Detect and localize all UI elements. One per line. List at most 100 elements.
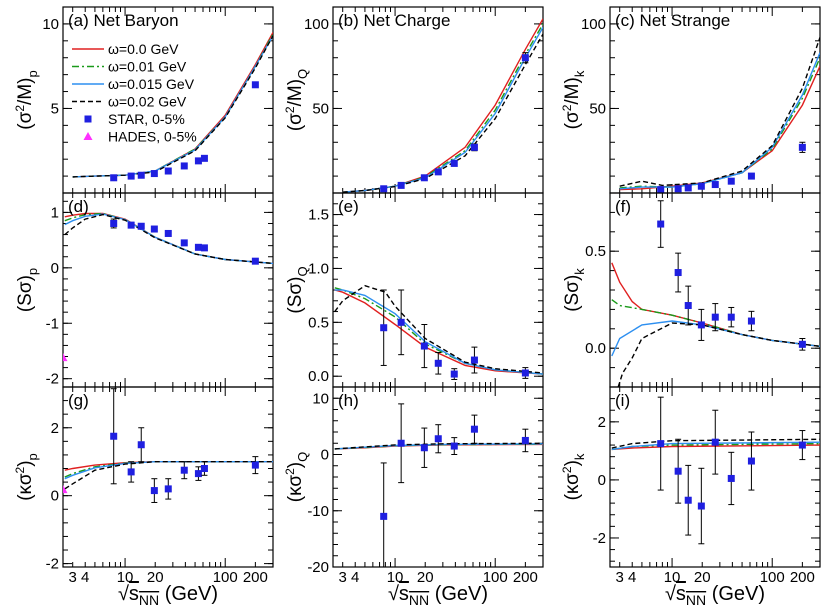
- model-curve-series-1: [619, 57, 820, 189]
- star-point: [521, 54, 529, 62]
- plot-frame: [62, 192, 274, 388]
- star-point: [657, 440, 665, 448]
- star-point: [420, 174, 428, 182]
- y-axis-label: (κσ2)Q: [283, 452, 310, 502]
- hades-point: [63, 353, 68, 362]
- star-point: [110, 432, 118, 440]
- panel-h: 3 4 10 20 100 200 -20 -10 0 10 (h) (κσ2)Q: [283, 386, 544, 586]
- x-tick-label: 20: [694, 569, 711, 586]
- star-point: [674, 269, 682, 277]
- star-point: [164, 229, 172, 237]
- star-point: [434, 435, 442, 443]
- star-point: [397, 439, 405, 447]
- panel-title: (i): [615, 391, 630, 410]
- x-tick-label: 10: [387, 569, 404, 586]
- star-point: [200, 465, 208, 473]
- plot-area: [334, 403, 543, 567]
- star-point: [251, 461, 259, 469]
- star-point: [180, 239, 188, 247]
- legend-marker-triangle: [83, 132, 93, 140]
- y-tick-label: -10: [307, 503, 329, 520]
- star-point: [127, 221, 135, 229]
- star-point: [697, 182, 705, 190]
- y-tick-label: -2: [46, 556, 59, 573]
- star-point: [137, 441, 145, 449]
- x-tick-label: 3: [69, 569, 77, 586]
- panel-e: 0.0 0.5 1.0 1.5 (e) (Sσ)Q: [285, 192, 544, 388]
- y-axis-label: (κσ2)k: [560, 453, 587, 500]
- x-tick-label: 10: [117, 569, 134, 586]
- star-point: [180, 162, 188, 170]
- y-axis-label: (Sσ)k: [562, 268, 587, 312]
- model-curve-series-0: [611, 262, 820, 347]
- star-point: [798, 441, 806, 449]
- x-tick-label: 20: [417, 569, 434, 586]
- star-point: [194, 243, 202, 251]
- plot-frame: [609, 192, 821, 388]
- y-tick-label: 50: [312, 100, 329, 117]
- star-point: [397, 318, 405, 326]
- plot-area: [63, 212, 273, 383]
- panel-a: 5 10 (a) Net Baryon (σ2/M)p: [13, 6, 274, 194]
- star-point: [727, 177, 735, 185]
- star-point: [657, 186, 665, 193]
- star-point: [251, 257, 259, 265]
- y-tick-label: 1: [51, 204, 59, 221]
- y-tick-label: 100: [304, 16, 329, 33]
- x-axis-label: √sNN (GeV): [118, 583, 218, 608]
- y-axis-label: (σ2/M)k: [560, 70, 587, 129]
- y-tick-label: 0.5: [308, 314, 329, 331]
- star-point: [137, 222, 145, 230]
- plot-area: [63, 388, 273, 544]
- y-axis-label: (κσ2)p: [13, 453, 40, 501]
- legend-label: HADES, 0-5%: [108, 129, 197, 145]
- hades-point: [63, 485, 68, 494]
- panel-title: (e): [338, 197, 359, 216]
- y-tick-label: 0.5: [585, 243, 606, 260]
- y-tick-label: -2: [46, 371, 59, 388]
- panel-title: (a) Net Baryon: [68, 11, 179, 30]
- panel-i: 3 4 10 20 100 200 -2 0 2 (i) (κσ2)k: [560, 386, 821, 586]
- star-point: [711, 313, 719, 321]
- legend-label: ω=0.02 GeV: [108, 94, 187, 110]
- star-point: [200, 244, 208, 252]
- star-point: [150, 487, 158, 495]
- panel-title: (d): [68, 197, 89, 216]
- model-curve-series-2: [342, 26, 543, 193]
- star-point: [200, 154, 208, 162]
- model-curve-series-2: [64, 213, 273, 265]
- star-point: [137, 171, 145, 179]
- panel-f: 0.0 0.5 (f) (Sσ)k: [562, 192, 821, 388]
- star-point: [684, 496, 692, 504]
- star-point: [397, 181, 405, 189]
- y-tick-label: -1: [46, 315, 59, 332]
- y-tick-label: 10: [42, 16, 59, 33]
- model-curve-series-2: [611, 320, 820, 357]
- plot-area: [72, 32, 273, 182]
- star-point: [164, 167, 172, 175]
- y-axis-label: (σ2/M)Q: [283, 69, 310, 131]
- star-point: [194, 470, 202, 478]
- x-axis-label: √sNN (GeV): [665, 583, 765, 608]
- model-curve-series-2: [611, 441, 820, 451]
- star-point: [150, 225, 158, 233]
- y-tick-label: -20: [307, 559, 329, 576]
- y-tick-label: 50: [589, 100, 606, 117]
- x-tick-label: 200: [790, 569, 815, 586]
- plot-area: [611, 396, 820, 545]
- panel-title: (b) Net Charge: [338, 11, 450, 30]
- panel-title: (h): [338, 391, 359, 410]
- star-point: [684, 302, 692, 310]
- star-point: [180, 466, 188, 474]
- star-point: [727, 474, 735, 482]
- x-tick-label: 200: [243, 569, 268, 586]
- star-point: [674, 185, 682, 193]
- y-axis-label: (Sσ)p: [15, 268, 40, 312]
- plot-frame: [609, 6, 821, 194]
- legend-label: STAR, 0-5%: [108, 111, 185, 127]
- star-point: [150, 170, 158, 178]
- x-tick-label: 3: [616, 569, 624, 586]
- y-tick-label: 1.5: [308, 207, 329, 224]
- star-point: [747, 172, 755, 180]
